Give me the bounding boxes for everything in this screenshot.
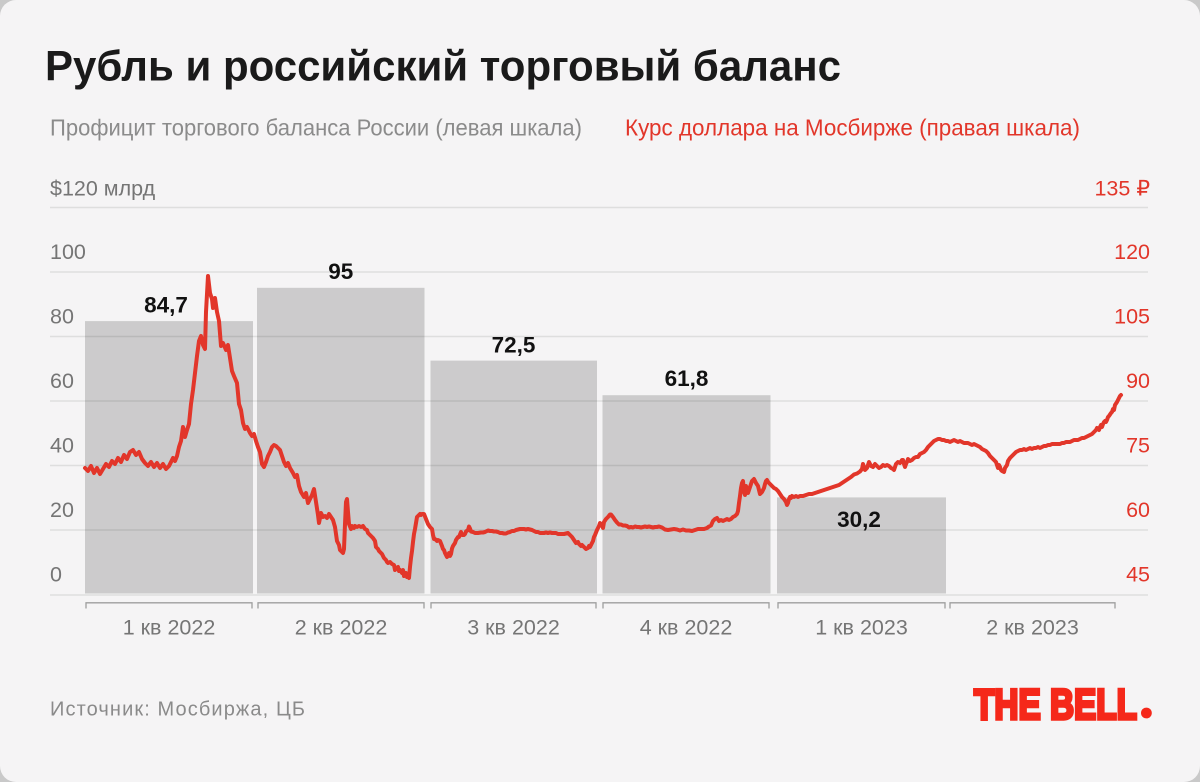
svg-text:2 кв 2023: 2 кв 2023 bbox=[986, 616, 1079, 640]
svg-text:105: 105 bbox=[1114, 305, 1150, 329]
svg-text:THE BELL: THE BELL bbox=[974, 682, 1137, 729]
svg-text:1 кв 2022: 1 кв 2022 bbox=[123, 616, 216, 640]
svg-text:90: 90 bbox=[1126, 369, 1150, 393]
svg-text:100: 100 bbox=[50, 240, 86, 264]
svg-text:95: 95 bbox=[328, 259, 353, 284]
svg-text:80: 80 bbox=[50, 305, 74, 329]
svg-text:61,8: 61,8 bbox=[665, 366, 709, 391]
svg-text:$120 млрд: $120 млрд bbox=[50, 177, 156, 201]
svg-text:Рубль и российский торговый ба: Рубль и российский торговый баланс bbox=[45, 43, 841, 91]
svg-text:Источник: Мосбиржа, ЦБ: Источник: Мосбиржа, ЦБ bbox=[50, 699, 305, 721]
svg-text:84,7: 84,7 bbox=[144, 293, 188, 318]
svg-text:20: 20 bbox=[50, 498, 74, 522]
svg-text:1 кв 2023: 1 кв 2023 bbox=[815, 616, 908, 640]
svg-text:Курс доллара на Мосбирже (прав: Курс доллара на Мосбирже (правая шкала) bbox=[625, 115, 1080, 141]
svg-text:60: 60 bbox=[1126, 498, 1150, 522]
svg-text:60: 60 bbox=[50, 369, 74, 393]
svg-text:40: 40 bbox=[50, 434, 74, 458]
svg-text:72,5: 72,5 bbox=[492, 333, 536, 358]
svg-text:3 кв 2022: 3 кв 2022 bbox=[467, 616, 560, 640]
svg-text:135 ₽: 135 ₽ bbox=[1094, 177, 1150, 201]
svg-text:4 кв 2022: 4 кв 2022 bbox=[640, 616, 733, 640]
svg-text:75: 75 bbox=[1126, 434, 1150, 458]
svg-text:45: 45 bbox=[1126, 563, 1150, 587]
svg-text:120: 120 bbox=[1114, 240, 1150, 264]
svg-text:30,2: 30,2 bbox=[837, 507, 881, 532]
svg-text:0: 0 bbox=[50, 563, 62, 587]
svg-text:2 кв 2022: 2 кв 2022 bbox=[295, 616, 388, 640]
svg-text:Профицит торгового баланса Рос: Профицит торгового баланса России (левая… bbox=[50, 115, 582, 141]
